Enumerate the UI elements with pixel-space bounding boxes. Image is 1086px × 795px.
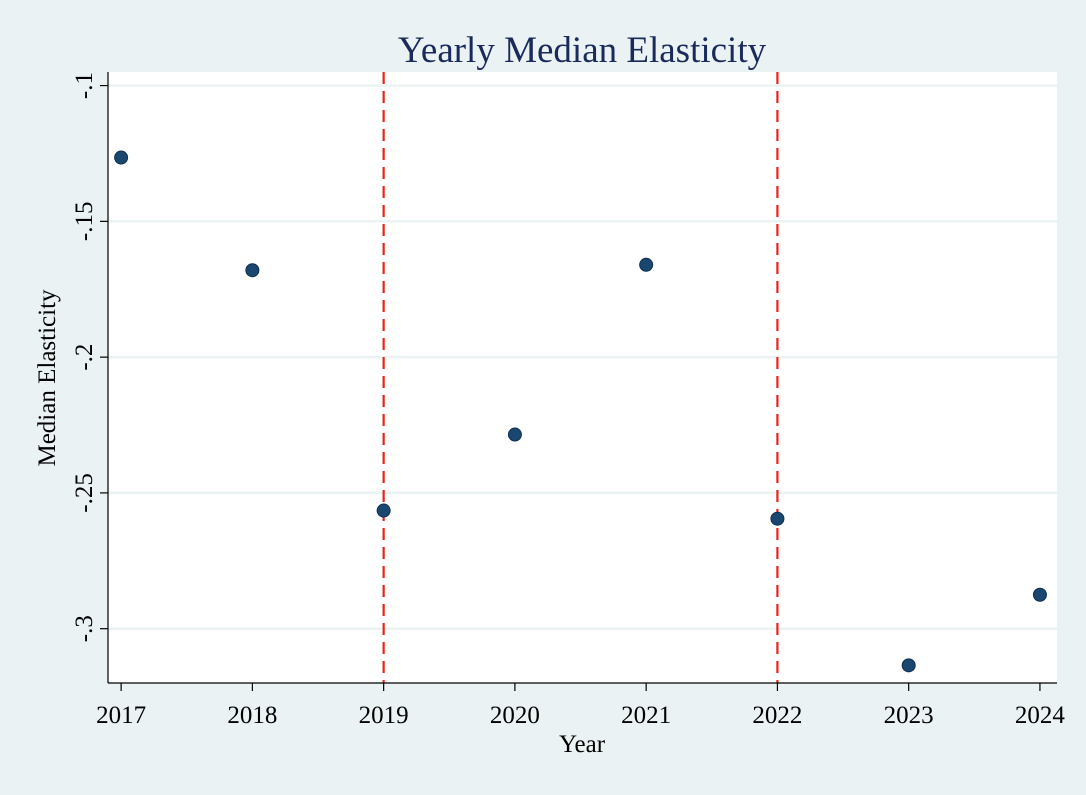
y-tick-label: -.3 xyxy=(71,615,98,642)
y-ticks: -.1 -.15 -.2 -.25 -.3 xyxy=(71,72,108,642)
data-point xyxy=(507,427,522,442)
x-tick-label: 2020 xyxy=(490,702,540,729)
data-point xyxy=(639,257,654,272)
x-tick-label: 2022 xyxy=(752,702,802,729)
x-tick-label: 2019 xyxy=(359,702,409,729)
data-point xyxy=(114,150,129,165)
y-tick-label: -.1 xyxy=(71,72,98,99)
data-point xyxy=(376,503,391,518)
reference-lines xyxy=(382,72,779,683)
y-tick-label: -.2 xyxy=(71,344,98,371)
x-tick-label: 2024 xyxy=(1015,702,1066,729)
gridlines xyxy=(108,84,1057,630)
data-point xyxy=(1032,587,1047,602)
x-tick-label: 2021 xyxy=(621,702,671,729)
data-point xyxy=(245,263,260,278)
y-axis-label: Median Elasticity xyxy=(34,289,61,467)
x-tick-label: 2017 xyxy=(96,702,146,729)
data-points xyxy=(114,150,1047,673)
y-tick-label: -.25 xyxy=(71,473,98,513)
x-tick-label: 2023 xyxy=(884,702,934,729)
plot-area xyxy=(108,72,1057,683)
data-point xyxy=(901,658,916,673)
x-tick-label: 2018 xyxy=(227,702,277,729)
x-axis-label: Year xyxy=(559,731,606,758)
data-point xyxy=(770,511,785,526)
x-ticks: 2017 2018 2019 2020 2021 2022 2023 2024 xyxy=(96,683,1065,729)
chart-title: Yearly Median Elasticity xyxy=(398,30,767,71)
y-tick-label: -.15 xyxy=(71,202,98,242)
